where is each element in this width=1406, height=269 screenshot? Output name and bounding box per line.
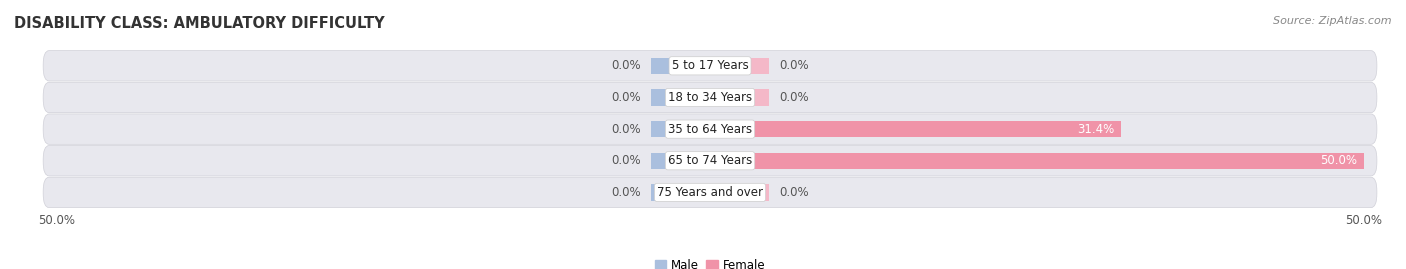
Text: 0.0%: 0.0% [612,91,641,104]
Bar [651,121,710,137]
Text: 0.0%: 0.0% [779,91,808,104]
FancyBboxPatch shape [44,177,1376,208]
Text: 65 to 74 Years: 65 to 74 Years [668,154,752,167]
FancyBboxPatch shape [44,51,1376,81]
Text: DISABILITY CLASS: AMBULATORY DIFFICULTY: DISABILITY CLASS: AMBULATORY DIFFICULTY [14,16,385,31]
Text: 50.0%: 50.0% [1320,154,1357,167]
Text: 35 to 64 Years: 35 to 64 Years [668,123,752,136]
Bar [651,153,710,169]
Bar [710,121,1121,137]
Bar [710,58,769,74]
Bar [651,58,710,74]
Bar [710,184,769,201]
Text: 0.0%: 0.0% [779,59,808,72]
FancyBboxPatch shape [44,114,1376,144]
Text: 0.0%: 0.0% [612,59,641,72]
Text: 0.0%: 0.0% [612,123,641,136]
FancyBboxPatch shape [44,82,1376,113]
Legend: Male, Female: Male, Female [650,254,770,269]
Bar [651,184,710,201]
Text: 5 to 17 Years: 5 to 17 Years [672,59,748,72]
Bar [710,153,1364,169]
Text: 75 Years and over: 75 Years and over [657,186,763,199]
Text: 0.0%: 0.0% [779,186,808,199]
Text: 18 to 34 Years: 18 to 34 Years [668,91,752,104]
FancyBboxPatch shape [44,146,1376,176]
Bar [651,89,710,106]
Text: 31.4%: 31.4% [1077,123,1114,136]
Text: Source: ZipAtlas.com: Source: ZipAtlas.com [1274,16,1392,26]
Bar [710,89,769,106]
Text: 0.0%: 0.0% [612,154,641,167]
Text: 0.0%: 0.0% [612,186,641,199]
